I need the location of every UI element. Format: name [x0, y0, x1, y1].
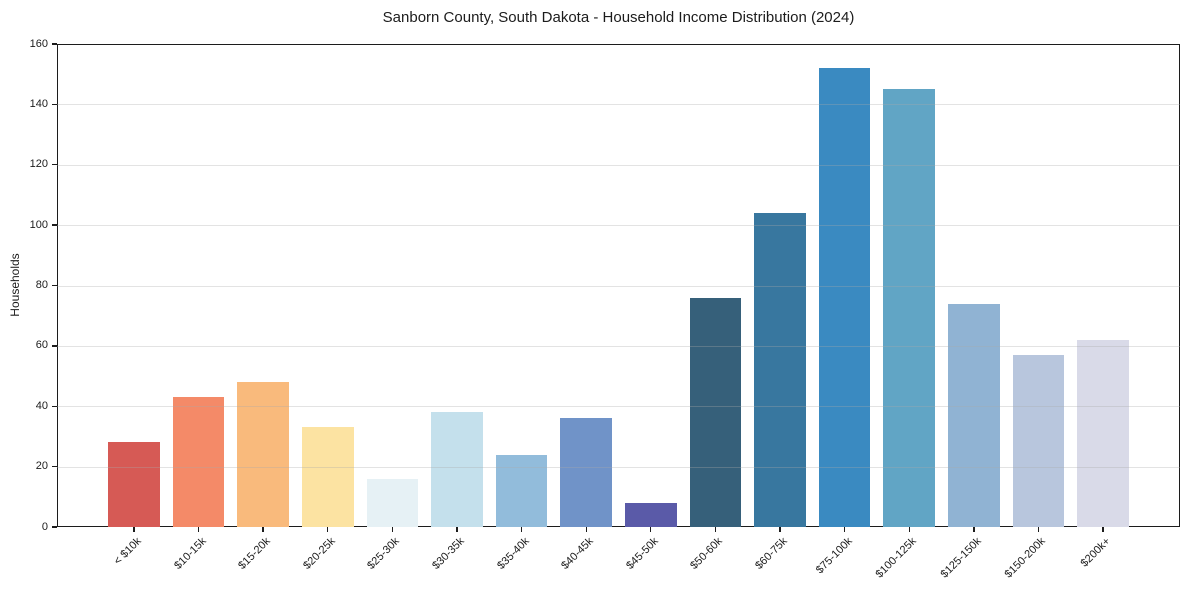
x-tick-mark: [133, 527, 135, 532]
chart-title: Sanborn County, South Dakota - Household…: [382, 9, 855, 26]
bar: [301, 427, 354, 527]
x-tick-mark: [908, 527, 910, 532]
x-tick-mark: [1037, 527, 1040, 532]
y-tick-label: 0: [41, 520, 48, 533]
y-tick-mark: [52, 43, 57, 45]
bar: [948, 303, 1000, 527]
bar: [560, 418, 613, 527]
y-tick-label: 100: [29, 218, 48, 231]
x-tick-mark: [973, 527, 975, 532]
gridline: [57, 104, 1180, 106]
bar: [495, 454, 548, 527]
y-tick-mark: [52, 345, 57, 347]
bar: [754, 213, 806, 527]
gridline: [57, 225, 1180, 227]
x-tick-mark: [197, 527, 200, 532]
gridline: [57, 285, 1180, 287]
y-tick-mark: [52, 405, 57, 407]
y-tick-label: 140: [29, 97, 48, 110]
x-tick-mark: [779, 527, 781, 532]
y-tick-label: 80: [35, 279, 48, 291]
bar: [237, 382, 289, 527]
x-tick-mark: [262, 527, 264, 532]
x-tick-mark: [844, 527, 846, 532]
y-tick-label: 60: [35, 339, 48, 352]
y-tick-mark: [52, 526, 57, 528]
x-tick-mark: [456, 527, 458, 532]
x-tick-mark: [585, 527, 587, 532]
gridline: [57, 345, 1180, 347]
bar: [1077, 339, 1129, 527]
gridline: [57, 466, 1180, 468]
y-tick-mark: [52, 164, 57, 166]
gridline: [57, 406, 1180, 408]
y-tick-label: 120: [29, 158, 48, 171]
bar: [689, 297, 742, 527]
x-tick-mark: [1102, 527, 1104, 532]
y-tick-mark: [52, 465, 57, 468]
y-tick-mark: [52, 103, 57, 106]
bar: [818, 68, 871, 527]
bar: [883, 89, 936, 527]
x-tick-mark: [520, 527, 523, 532]
bar: [172, 397, 225, 527]
bar: [366, 478, 419, 527]
y-tick-label: 40: [35, 399, 48, 412]
x-tick-mark: [327, 527, 329, 532]
x-tick-mark: [650, 527, 652, 532]
bar: [108, 442, 160, 527]
gridline: [57, 164, 1180, 166]
bar: [431, 412, 483, 527]
x-tick-mark: [714, 527, 717, 532]
bar: [624, 502, 677, 527]
y-tick-label: 20: [35, 460, 48, 473]
x-tick-label: < $10k: [111, 535, 144, 568]
y-tick-mark: [52, 284, 57, 287]
bar: [1012, 354, 1065, 527]
x-tick-mark: [391, 527, 393, 532]
y-tick-label: 160: [29, 37, 48, 50]
y-tick-mark: [52, 224, 57, 226]
